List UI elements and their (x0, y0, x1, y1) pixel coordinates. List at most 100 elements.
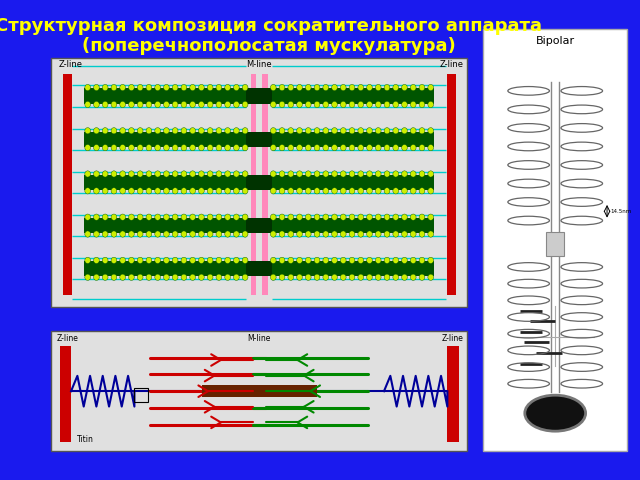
Ellipse shape (164, 214, 169, 220)
Ellipse shape (225, 101, 230, 108)
Ellipse shape (243, 171, 248, 177)
Ellipse shape (314, 128, 320, 134)
Ellipse shape (271, 231, 276, 237)
Ellipse shape (234, 128, 239, 134)
Ellipse shape (279, 144, 285, 151)
Ellipse shape (189, 171, 196, 177)
Ellipse shape (243, 274, 248, 280)
Ellipse shape (181, 144, 187, 151)
Ellipse shape (216, 214, 222, 220)
Ellipse shape (410, 231, 416, 237)
Ellipse shape (225, 214, 230, 220)
Ellipse shape (393, 188, 399, 194)
Ellipse shape (428, 128, 434, 134)
Ellipse shape (297, 171, 303, 177)
Ellipse shape (314, 214, 320, 220)
Ellipse shape (358, 84, 364, 91)
Ellipse shape (225, 188, 230, 194)
Bar (246, 218, 272, 233)
Ellipse shape (314, 144, 320, 151)
Ellipse shape (297, 101, 303, 108)
Ellipse shape (402, 274, 408, 280)
Ellipse shape (216, 274, 222, 280)
Ellipse shape (323, 231, 329, 237)
Ellipse shape (207, 188, 213, 194)
Ellipse shape (305, 257, 311, 264)
Ellipse shape (93, 84, 99, 91)
Ellipse shape (332, 128, 337, 134)
Ellipse shape (376, 231, 381, 237)
Ellipse shape (419, 257, 425, 264)
Ellipse shape (428, 188, 434, 194)
Ellipse shape (85, 101, 91, 108)
Ellipse shape (216, 231, 222, 237)
Bar (246, 261, 272, 276)
Ellipse shape (164, 84, 169, 91)
Ellipse shape (243, 214, 248, 220)
Ellipse shape (216, 188, 222, 194)
Bar (246, 175, 272, 190)
Ellipse shape (332, 101, 337, 108)
Ellipse shape (85, 214, 91, 220)
Ellipse shape (323, 214, 329, 220)
Ellipse shape (120, 171, 125, 177)
Ellipse shape (181, 101, 187, 108)
Ellipse shape (376, 144, 381, 151)
Ellipse shape (349, 101, 355, 108)
Ellipse shape (146, 128, 152, 134)
Ellipse shape (279, 84, 285, 91)
Ellipse shape (349, 231, 355, 237)
Ellipse shape (93, 257, 99, 264)
Ellipse shape (349, 274, 355, 280)
Ellipse shape (384, 257, 390, 264)
Ellipse shape (155, 188, 161, 194)
Ellipse shape (172, 128, 178, 134)
Ellipse shape (419, 128, 425, 134)
Ellipse shape (172, 144, 178, 151)
Ellipse shape (279, 188, 285, 194)
Ellipse shape (93, 144, 99, 151)
Ellipse shape (120, 101, 125, 108)
Text: 14.5nm: 14.5nm (611, 209, 632, 214)
Ellipse shape (164, 144, 169, 151)
Ellipse shape (340, 188, 346, 194)
Ellipse shape (376, 128, 381, 134)
Ellipse shape (419, 144, 425, 151)
Ellipse shape (189, 128, 196, 134)
Ellipse shape (428, 274, 434, 280)
Text: Z-line: Z-line (442, 334, 464, 343)
Ellipse shape (129, 188, 134, 194)
Ellipse shape (111, 274, 116, 280)
Bar (246, 88, 272, 104)
Ellipse shape (198, 171, 204, 177)
Ellipse shape (181, 231, 187, 237)
Ellipse shape (384, 188, 390, 194)
Ellipse shape (367, 128, 372, 134)
Ellipse shape (384, 128, 390, 134)
Ellipse shape (323, 257, 329, 264)
Ellipse shape (137, 101, 143, 108)
Text: Структурная композиция сократительного аппарата: Структурная композиция сократительного а… (0, 17, 542, 36)
Ellipse shape (332, 257, 337, 264)
Ellipse shape (419, 188, 425, 194)
Ellipse shape (314, 188, 320, 194)
Ellipse shape (367, 231, 372, 237)
Ellipse shape (358, 231, 364, 237)
Ellipse shape (297, 84, 303, 91)
Ellipse shape (85, 188, 91, 194)
Ellipse shape (207, 214, 213, 220)
Ellipse shape (102, 144, 108, 151)
Text: Z-line: Z-line (440, 60, 464, 69)
Ellipse shape (102, 214, 108, 220)
Ellipse shape (340, 214, 346, 220)
Ellipse shape (129, 101, 134, 108)
Bar (51, 331, 467, 451)
Text: (поперечнополосатая мускулатура): (поперечнополосатая мускулатура) (82, 36, 456, 55)
Ellipse shape (271, 274, 276, 280)
Ellipse shape (376, 257, 381, 264)
Ellipse shape (155, 101, 161, 108)
Ellipse shape (297, 144, 303, 151)
Ellipse shape (271, 101, 276, 108)
Ellipse shape (225, 231, 230, 237)
Ellipse shape (410, 144, 416, 151)
